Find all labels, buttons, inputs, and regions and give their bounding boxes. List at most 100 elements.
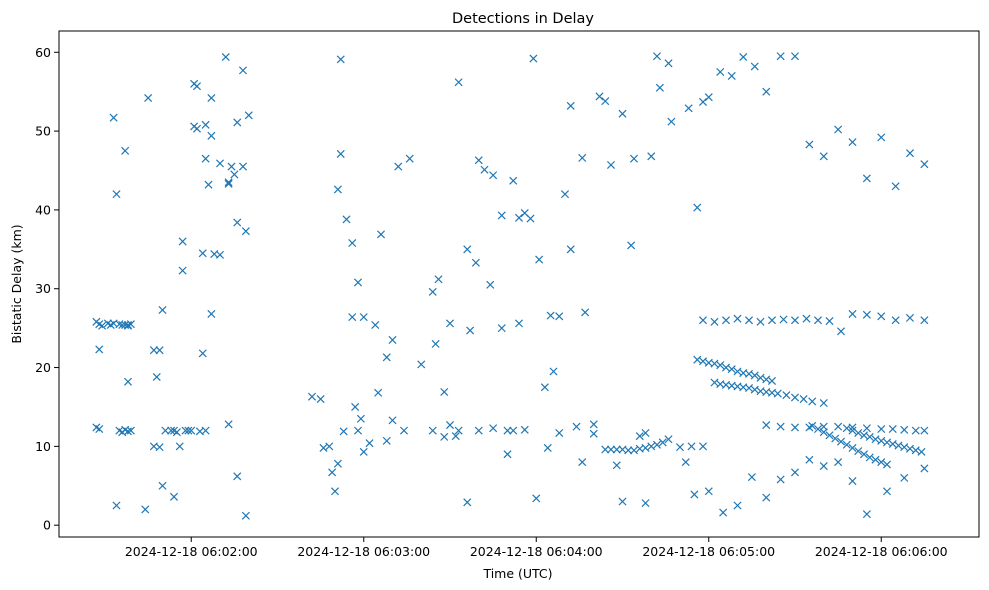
data-point	[497, 211, 506, 220]
data-point	[808, 421, 817, 430]
data-point	[169, 492, 179, 501]
x-tick-label: 2024-12-18 06:04:00	[470, 544, 603, 559]
data-points	[92, 52, 929, 520]
x-axis-label: Time (UTC)	[482, 566, 552, 581]
data-point	[920, 160, 929, 169]
data-point	[776, 52, 785, 61]
data-point	[848, 443, 857, 452]
data-point	[365, 439, 374, 448]
data-point	[514, 319, 524, 328]
data-point	[719, 508, 728, 517]
data-point	[747, 473, 756, 482]
data-point	[529, 54, 538, 63]
data-point	[207, 131, 216, 140]
data-point	[382, 436, 391, 445]
data-point	[710, 317, 719, 326]
data-point	[612, 461, 621, 470]
data-point	[319, 443, 328, 452]
data-point	[917, 447, 926, 456]
data-point	[95, 345, 104, 354]
data-point	[848, 309, 857, 318]
data-point	[629, 154, 639, 163]
data-point	[842, 424, 851, 433]
data-point	[641, 443, 650, 452]
data-point	[172, 428, 181, 437]
data-point	[333, 185, 342, 194]
data-point	[123, 427, 133, 436]
data-point	[767, 316, 777, 325]
data-point	[848, 426, 857, 435]
data-point	[454, 426, 463, 435]
data-point	[865, 453, 874, 462]
data-point	[207, 309, 216, 318]
data-point	[405, 154, 414, 163]
data-point	[647, 442, 656, 451]
data-point	[762, 493, 771, 502]
data-point	[667, 117, 676, 126]
data-point	[888, 439, 897, 449]
data-point	[149, 442, 158, 451]
data-point	[333, 459, 342, 468]
data-point	[698, 357, 708, 366]
data-point	[687, 442, 696, 451]
data-point	[750, 385, 759, 394]
data-point	[779, 315, 788, 324]
data-point	[431, 339, 440, 348]
data-point	[95, 424, 104, 434]
data-point	[744, 369, 754, 378]
data-point	[238, 162, 248, 171]
data-point	[877, 436, 886, 445]
data-point	[905, 444, 915, 453]
data-point	[572, 422, 581, 431]
data-point	[920, 316, 929, 325]
data-point	[859, 450, 869, 459]
data-point	[790, 393, 800, 402]
y-axis: 0 10 20 30 40 50 60	[35, 45, 59, 533]
data-point	[112, 190, 121, 199]
data-point	[693, 203, 702, 212]
data-point	[782, 391, 791, 400]
data-point	[684, 104, 693, 113]
data-point	[727, 365, 736, 374]
data-point	[882, 460, 892, 469]
data-point	[175, 442, 184, 451]
data-point	[201, 154, 210, 163]
data-point	[629, 446, 639, 455]
x-tick-label: 2024-12-18 06:03:00	[297, 544, 430, 559]
data-point	[316, 395, 325, 404]
data-point	[466, 326, 475, 335]
data-point	[877, 458, 886, 467]
data-point	[854, 447, 863, 456]
data-point	[819, 462, 828, 471]
data-point	[388, 335, 397, 344]
data-point	[451, 432, 460, 441]
data-point	[762, 375, 771, 384]
data-point	[865, 432, 874, 441]
data-point	[535, 255, 544, 264]
data-point	[463, 498, 472, 507]
data-point	[440, 387, 449, 397]
data-point	[227, 162, 236, 171]
data-point	[618, 109, 627, 118]
data-point	[428, 287, 437, 296]
data-point	[540, 383, 549, 392]
data-point	[581, 308, 590, 317]
data-point	[307, 392, 317, 401]
data-point	[819, 398, 828, 408]
data-point	[566, 245, 575, 254]
data-point	[342, 215, 351, 224]
x-tick-label: 2024-12-18 06:05:00	[642, 544, 775, 559]
data-point	[882, 487, 892, 496]
data-point	[710, 359, 719, 368]
data-point	[184, 426, 193, 435]
data-point	[526, 214, 535, 223]
data-point	[862, 174, 871, 183]
data-point	[244, 111, 253, 120]
data-point	[756, 373, 765, 382]
data-point	[819, 428, 828, 437]
data-point	[842, 440, 851, 449]
y-axis-label: Bistatic Delay (km)	[9, 224, 24, 343]
data-point	[178, 266, 187, 275]
y-tick-label: 60	[35, 45, 51, 60]
data-point	[756, 317, 765, 326]
